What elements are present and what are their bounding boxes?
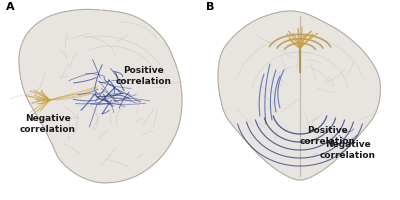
Text: Positive
correlation: Positive correlation xyxy=(116,66,172,86)
Text: Negative
correlation: Negative correlation xyxy=(20,114,76,134)
Text: A: A xyxy=(6,2,15,12)
Text: Negative
correlation: Negative correlation xyxy=(320,140,376,160)
Polygon shape xyxy=(19,9,182,183)
Polygon shape xyxy=(218,11,380,180)
Text: B: B xyxy=(206,2,214,12)
Text: Positive
correlation: Positive correlation xyxy=(300,126,356,146)
